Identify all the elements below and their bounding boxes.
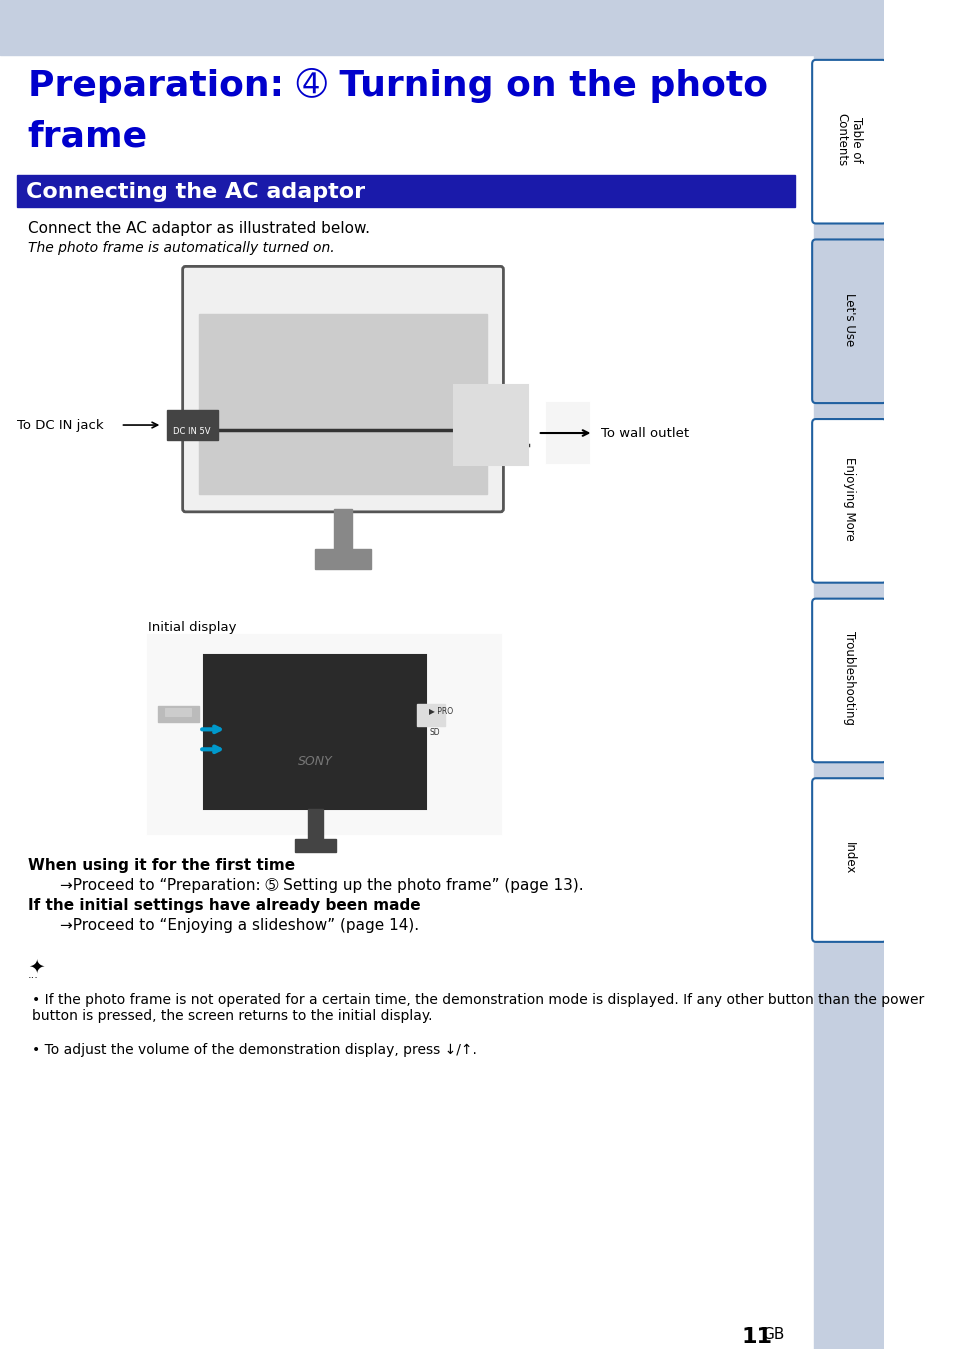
Text: 11: 11 (740, 1328, 772, 1347)
Text: • If the photo frame is not operated for a certain time, the demonstration mode : • If the photo frame is not operated for… (32, 992, 923, 1023)
Text: SD: SD (429, 729, 439, 737)
Bar (546, 403, 588, 462)
Text: ▶ PRO: ▶ PRO (429, 706, 453, 715)
Bar (314, 549, 371, 569)
Text: • To adjust the volume of the demonstration display, press ↓/↑.: • To adjust the volume of the demonstrat… (32, 1042, 476, 1057)
Bar (157, 706, 199, 722)
FancyBboxPatch shape (811, 779, 885, 942)
Text: If the initial settings have already been made: If the initial settings have already bee… (28, 898, 420, 913)
Bar (167, 410, 217, 439)
FancyBboxPatch shape (811, 239, 885, 403)
Bar (308, 808, 322, 840)
FancyBboxPatch shape (811, 59, 885, 223)
FancyBboxPatch shape (182, 266, 503, 512)
Bar (454, 385, 528, 465)
Text: Preparation: ➃ Turning on the photo: Preparation: ➃ Turning on the photo (28, 68, 767, 103)
Text: ···: ··· (28, 973, 39, 983)
Text: DC IN 5V: DC IN 5V (173, 427, 211, 437)
Text: ✦: ✦ (28, 957, 44, 977)
Bar (0, 0, 883, 55)
FancyBboxPatch shape (811, 419, 885, 583)
Text: Enjoying More: Enjoying More (841, 457, 855, 541)
Text: Table of
Contents: Table of Contents (835, 114, 862, 166)
Text: Let's Use: Let's Use (841, 292, 855, 346)
Bar (334, 508, 352, 549)
Bar (199, 314, 486, 493)
Bar (165, 708, 191, 717)
Text: Index: Index (841, 842, 855, 875)
Bar (416, 704, 444, 726)
Text: Connect the AC adaptor as illustrated below.: Connect the AC adaptor as illustrated be… (28, 222, 370, 237)
Bar (16, 174, 795, 207)
Bar (204, 654, 426, 808)
Text: When using it for the first time: When using it for the first time (28, 859, 294, 873)
Bar (294, 840, 335, 852)
Text: →Proceed to “Enjoying a slideshow” (page 14).: →Proceed to “Enjoying a slideshow” (page… (60, 918, 419, 933)
Text: →Proceed to “Preparation: ➄ Setting up the photo frame” (page 13).: →Proceed to “Preparation: ➄ Setting up t… (60, 877, 583, 894)
Text: Connecting the AC adaptor: Connecting the AC adaptor (26, 181, 365, 201)
Bar (148, 634, 500, 834)
Text: Initial display: Initial display (148, 621, 236, 634)
FancyBboxPatch shape (811, 599, 885, 763)
Text: GB: GB (761, 1328, 783, 1343)
Text: The photo frame is automatically turned on.: The photo frame is automatically turned … (28, 242, 335, 256)
Bar (813, 0, 883, 1349)
Text: Troubleshooting: Troubleshooting (841, 631, 855, 726)
Text: To DC IN jack: To DC IN jack (16, 419, 103, 431)
Text: To wall outlet: To wall outlet (600, 426, 688, 439)
Text: frame: frame (28, 120, 148, 154)
Text: SONY: SONY (297, 754, 333, 768)
